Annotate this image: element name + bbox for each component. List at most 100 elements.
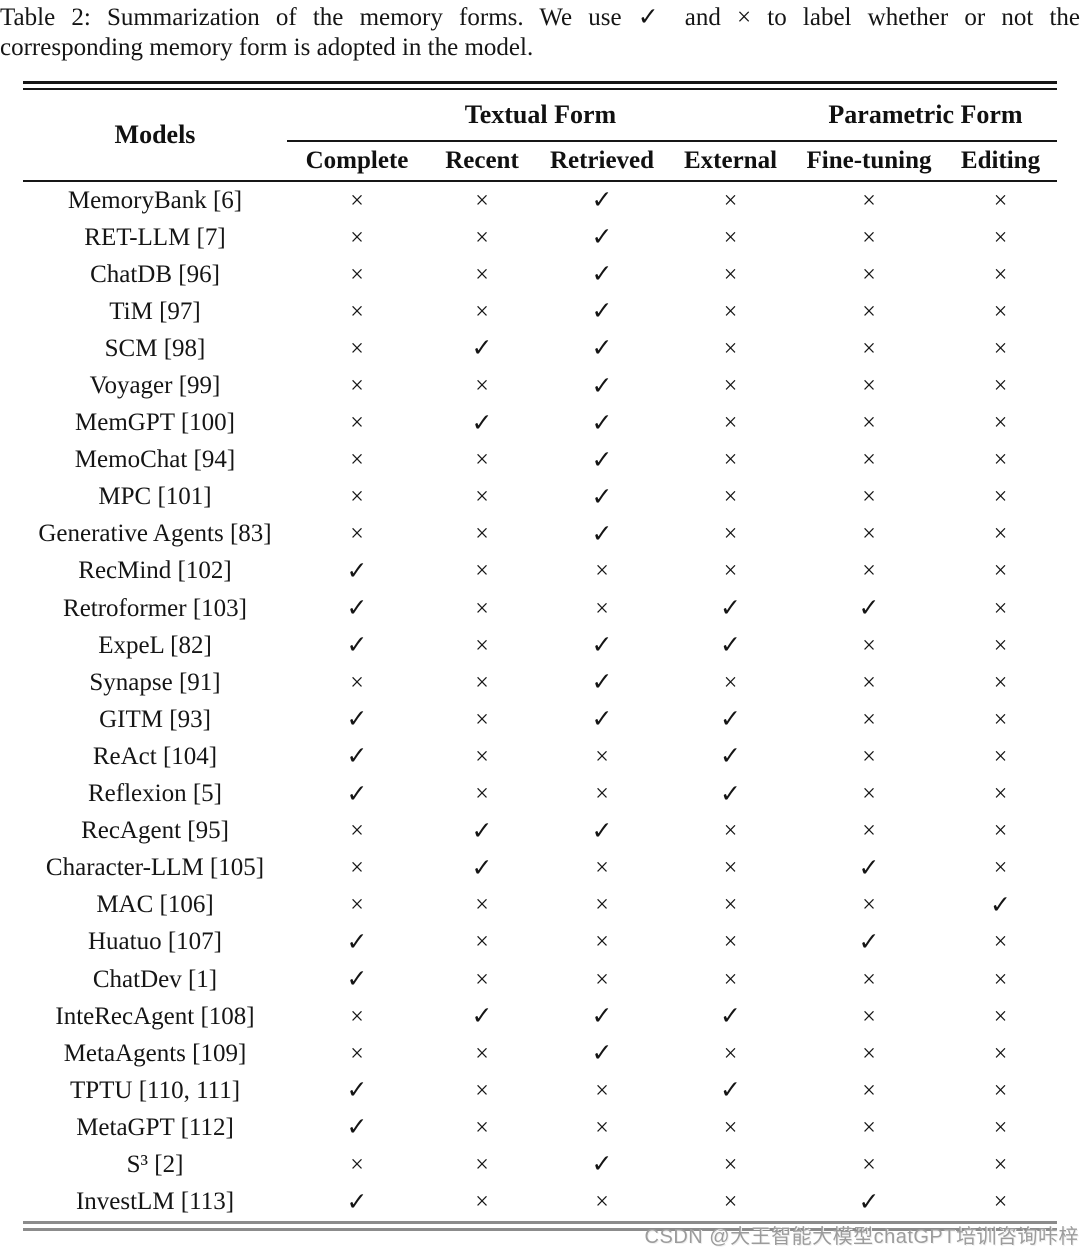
- cross-mark: ×: [862, 1114, 876, 1141]
- cross-mark: ×: [993, 373, 1008, 400]
- cross-mark: ×: [350, 447, 364, 474]
- cross-mark: ×: [993, 447, 1008, 474]
- cross-mark: ×: [862, 1040, 876, 1067]
- model-name: Reflexion [5]: [88, 780, 222, 808]
- cross-mark: ×: [862, 373, 876, 400]
- cross-mark: ×: [350, 818, 364, 845]
- cross-mark: ×: [723, 892, 738, 919]
- cross-mark: ×: [595, 855, 609, 882]
- check-mark: ✓: [591, 372, 613, 400]
- check-mark: ✓: [591, 483, 613, 511]
- cross-mark: ×: [475, 373, 489, 400]
- cross-mark: ×: [475, 595, 489, 622]
- cross-mark: ×: [862, 521, 876, 548]
- cross-mark: ×: [350, 1040, 364, 1067]
- cross-mark: ×: [350, 261, 364, 288]
- cross-mark: ×: [475, 706, 489, 733]
- check-mark: ✓: [591, 298, 613, 326]
- cross-mark: ×: [475, 892, 489, 919]
- cross-mark: ×: [723, 484, 738, 511]
- check-mark: ✓: [591, 409, 613, 437]
- cross-mark: ×: [475, 1114, 489, 1141]
- check-mark: ✓: [471, 335, 493, 363]
- cross-mark: ×: [993, 1114, 1008, 1141]
- check-mark: ✓: [720, 1003, 741, 1031]
- cross-mark: ×: [350, 298, 364, 325]
- check-mark: ✓: [346, 1077, 368, 1105]
- model-name: Retroformer [103]: [63, 594, 247, 622]
- check-mark: ✓: [990, 891, 1011, 919]
- cross-mark: ×: [862, 298, 876, 325]
- check-mark: ✓: [591, 817, 613, 845]
- group-underline-rule: [287, 140, 1057, 142]
- table-row: InteRecAgent [108] × ✓ ✓ ✓ × ×: [23, 998, 1057, 1035]
- cross-mark: ×: [993, 1040, 1008, 1067]
- cross-mark: ×: [862, 743, 876, 770]
- cross-mark: ×: [723, 447, 738, 474]
- cross-mark: ×: [993, 595, 1008, 622]
- check-mark: ✓: [858, 928, 880, 956]
- check-mark: ✓: [720, 706, 741, 734]
- model-name: Generative Agents [83]: [38, 520, 272, 548]
- column-header-recent: Recent: [445, 147, 519, 174]
- table-row: TiM [97] × × ✓ × × ×: [23, 293, 1057, 330]
- bottom-rule-outer: [23, 1220, 1057, 1224]
- watermark: CSDN @大王智能大模型chatGPT培训咨询咔梓: [644, 1226, 1079, 1248]
- cross-mark: ×: [595, 743, 609, 770]
- cross-mark: ×: [723, 298, 738, 325]
- cross-mark: ×: [862, 966, 876, 993]
- cross-mark: ×: [993, 261, 1008, 288]
- cross-mark: ×: [862, 261, 876, 288]
- cross-mark: ×: [350, 410, 364, 437]
- cross-mark: ×: [475, 484, 489, 511]
- model-name: MemGPT [100]: [75, 409, 235, 437]
- top-rule-outer: [23, 81, 1057, 84]
- table-row: MemoChat [94] × × ✓ × × ×: [23, 442, 1057, 479]
- table-row: Retroformer [103] ✓ × × ✓ ✓ ×: [23, 590, 1057, 627]
- check-mark: ✓: [591, 1003, 613, 1031]
- table-row: Huatuo [107] ✓ × × × ✓ ×: [23, 924, 1057, 961]
- cross-mark: ×: [595, 781, 609, 808]
- cross-mark: ×: [862, 781, 876, 808]
- cross-mark: ×: [862, 1151, 876, 1178]
- cross-mark: ×: [993, 410, 1008, 437]
- column-header-editing: Editing: [960, 147, 1041, 174]
- cross-mark: ×: [350, 521, 364, 548]
- model-name: Character-LLM [105]: [45, 854, 265, 882]
- table-body: MemoryBank [6] × × ✓ × × × RET-LLM [7] × × ✓ × × × Cha…: [23, 182, 1057, 1221]
- cross-mark: ×: [862, 224, 876, 251]
- check-mark: ✓: [591, 446, 613, 474]
- check-mark: ✓: [346, 966, 368, 994]
- check-mark: ✓: [346, 1188, 368, 1216]
- cross-mark: ×: [475, 187, 489, 214]
- table-row: Character-LLM [105] × ✓ × × ✓ ×: [23, 850, 1057, 887]
- check-mark: ✓: [346, 928, 368, 956]
- cross-mark: ×: [723, 187, 738, 214]
- cross-mark: ×: [862, 892, 876, 919]
- cross-mark: ×: [993, 484, 1008, 511]
- table-row: RecMind [102] ✓ × × × × ×: [23, 553, 1057, 590]
- check-mark: ✓: [471, 817, 493, 845]
- cross-mark: ×: [862, 632, 876, 659]
- cross-mark: ×: [475, 1151, 489, 1178]
- cross-mark: ×: [862, 484, 876, 511]
- cross-mark: ×: [993, 818, 1008, 845]
- table-row: S³ [2] × × ✓ × × ×: [23, 1146, 1057, 1183]
- cross-mark: ×: [723, 669, 738, 696]
- cross-mark: ×: [595, 1114, 609, 1141]
- table-row: SCM [98] × ✓ ✓ × × ×: [23, 330, 1057, 367]
- model-name: ChatDev [1]: [92, 965, 218, 993]
- cross-mark: ×: [723, 224, 738, 251]
- cross-mark: ×: [993, 1003, 1008, 1030]
- table-row: MAC [106] × × × × × ✓: [23, 887, 1057, 924]
- model-name: MetaGPT [112]: [76, 1113, 234, 1141]
- cross-mark: ×: [350, 1151, 364, 1178]
- cross-mark: ×: [475, 743, 489, 770]
- cross-mark: ×: [350, 855, 364, 882]
- check-mark: ✓: [346, 780, 368, 808]
- cross-mark: ×: [993, 298, 1008, 325]
- model-name: Huatuo [107]: [88, 928, 222, 956]
- cross-mark: ×: [723, 818, 738, 845]
- check-mark: ✓: [591, 187, 613, 215]
- check-mark: ✓: [591, 669, 613, 697]
